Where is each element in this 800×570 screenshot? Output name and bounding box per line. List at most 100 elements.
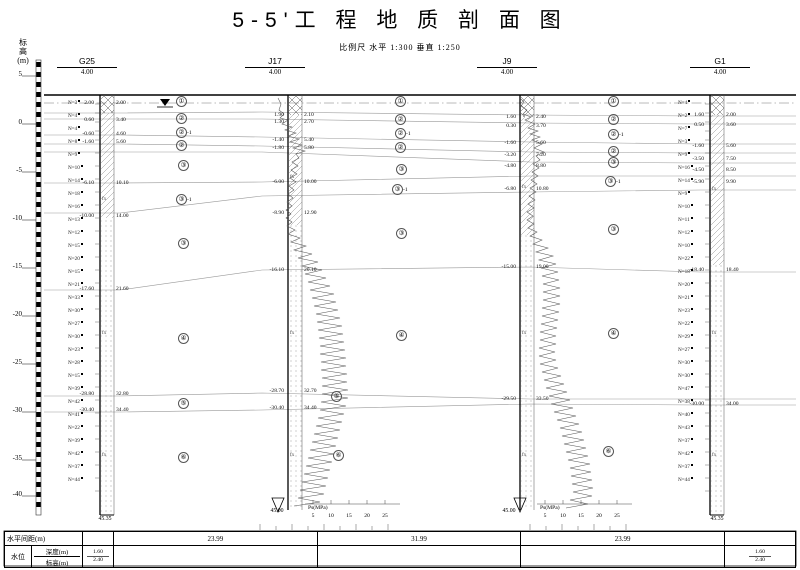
layer-tag-5: ⑤ [178, 398, 189, 409]
elev-label: 1.30 [274, 119, 284, 125]
elev-label: -1.60 [82, 139, 94, 145]
sample-dot [688, 126, 691, 128]
ps-tick-10: 10 [560, 513, 566, 519]
sample-dot [80, 451, 83, 453]
layer-tag-2-mid: ② [395, 114, 406, 125]
depth-label: 2.10 [304, 112, 314, 118]
borehole-header-j17[interactable]: J17 4.00 [245, 56, 305, 76]
borehole-header-g1[interactable]: G1 4.00 [690, 56, 750, 76]
elev-label: -6.80 [504, 186, 516, 192]
sample-dot [80, 399, 83, 401]
sample-dot [690, 256, 693, 258]
depth-label: 21.60 [116, 286, 129, 292]
elev-label: -30.00 [689, 401, 704, 407]
spt-n-value: N=11 [678, 217, 693, 223]
spt-n-value: N=37 [678, 438, 693, 444]
layer-symbol: ② [395, 114, 406, 125]
ps-tick-20: 20 [596, 513, 602, 519]
layer-symbol: ② [395, 142, 406, 153]
layer-symbol: ① [176, 96, 187, 107]
spt-n-value: N=15 [68, 269, 83, 275]
layer-symbol: ③ [396, 228, 407, 239]
sub-label-elevation: 标高(m) [45, 560, 69, 567]
borehole-elevation-j17: 4.00 [268, 68, 282, 76]
spt-n-value: N=44 [68, 477, 83, 483]
sample-dot [690, 464, 693, 466]
depth-label: 32.70 [304, 388, 317, 394]
spt-n-value: N=4 [68, 126, 81, 132]
sample-dot [80, 373, 83, 375]
spt-n-value: N=3 [68, 100, 81, 106]
sample-dot [690, 477, 693, 479]
spt-n-value: N=15 [68, 243, 83, 249]
depth-label: 8.80 [536, 163, 546, 169]
layer-tag-1-mid: ① [395, 96, 406, 107]
borehole-name-j17: J17 [245, 56, 305, 68]
wl-blank-1 [113, 545, 318, 568]
elev-label: -1.60 [692, 143, 704, 149]
borehole-header-g25[interactable]: G25 4.00 [57, 56, 117, 76]
depth-label: 19.00 [536, 264, 549, 270]
ps-tick-25: 25 [614, 513, 620, 519]
spt-n-value: N=37 [678, 464, 693, 470]
sample-dot [690, 230, 693, 232]
spt-n-value: N=42 [68, 451, 83, 457]
layer-symbol: ③ [392, 184, 403, 195]
layer-tag-1: ① [176, 96, 187, 107]
layer-tag-2-2-mid: ② [395, 142, 406, 153]
fx-label: fx [290, 452, 295, 458]
elev-label: -6.00 [272, 179, 284, 185]
spt-n-value: N=28 [68, 360, 83, 366]
borehole-name-j9: J9 [477, 56, 537, 68]
borehole-header-j9[interactable]: J9 4.00 [477, 56, 537, 76]
sample-dot [80, 347, 83, 349]
spt-n-value: N=4 [678, 100, 691, 106]
layer-symbol: ④ [608, 328, 619, 339]
elev-tick--30: -30 [12, 406, 22, 414]
sample-dot [690, 217, 693, 219]
layer-tag-1-r: ① [608, 96, 619, 107]
layer-tag-3: ③ [178, 160, 189, 171]
ps-tick-10: 10 [328, 513, 334, 519]
spt-n-value: N=15 [68, 373, 83, 379]
layer-tag-3-1: ③ -1 [176, 194, 192, 205]
layer-tag-3b: ③ [178, 238, 189, 249]
sample-dot [80, 230, 83, 232]
sample-dot [80, 425, 83, 427]
depth-label: 10.10 [116, 180, 129, 186]
layer-symbol: ⑥ [178, 452, 189, 463]
water-level-sub-labels: 深度(m) 标高(m) [31, 545, 83, 568]
layer-symbol: ② [176, 140, 187, 151]
layer-tag-2-2: ② [176, 140, 187, 151]
spt-n-value: N=7 [678, 126, 691, 132]
sample-dot [690, 399, 693, 401]
elev-tick--10: -10 [12, 214, 22, 222]
sample-dot [80, 464, 83, 466]
fx-label: fx [290, 330, 295, 336]
depth-label: 5.60 [116, 139, 126, 145]
depth-label: 3.70 [536, 123, 546, 129]
sample-dot [78, 100, 81, 102]
page-title: 5-5'工 程 地 质 剖 面 图 [232, 9, 568, 32]
elev-label: -4.50 [692, 167, 704, 173]
spt-n-value: N=13 [68, 217, 83, 223]
fx-label: fx [712, 330, 717, 336]
spt-n-value: N=41 [68, 412, 83, 418]
sample-dot [80, 191, 83, 193]
layer-sub: -1 [619, 132, 624, 139]
sample-dot [80, 256, 83, 258]
sample-dot [80, 204, 83, 206]
layer-symbol: ③ [396, 164, 407, 175]
elev-label: 0.50 [694, 122, 704, 128]
spt-n-value: N=9 [678, 191, 691, 197]
layer-sub: -1 [403, 187, 408, 194]
elev-tick--15: -15 [12, 262, 22, 270]
spacer-cell-2 [724, 531, 796, 546]
elev-tick--5: -5 [16, 166, 22, 174]
spt-n-value: N=20 [678, 282, 693, 288]
elev-label: -18.40 [689, 267, 704, 273]
spt-n-value: N=22 [68, 425, 83, 431]
depth-label: 10.00 [304, 179, 317, 185]
sample-dot [690, 295, 693, 297]
